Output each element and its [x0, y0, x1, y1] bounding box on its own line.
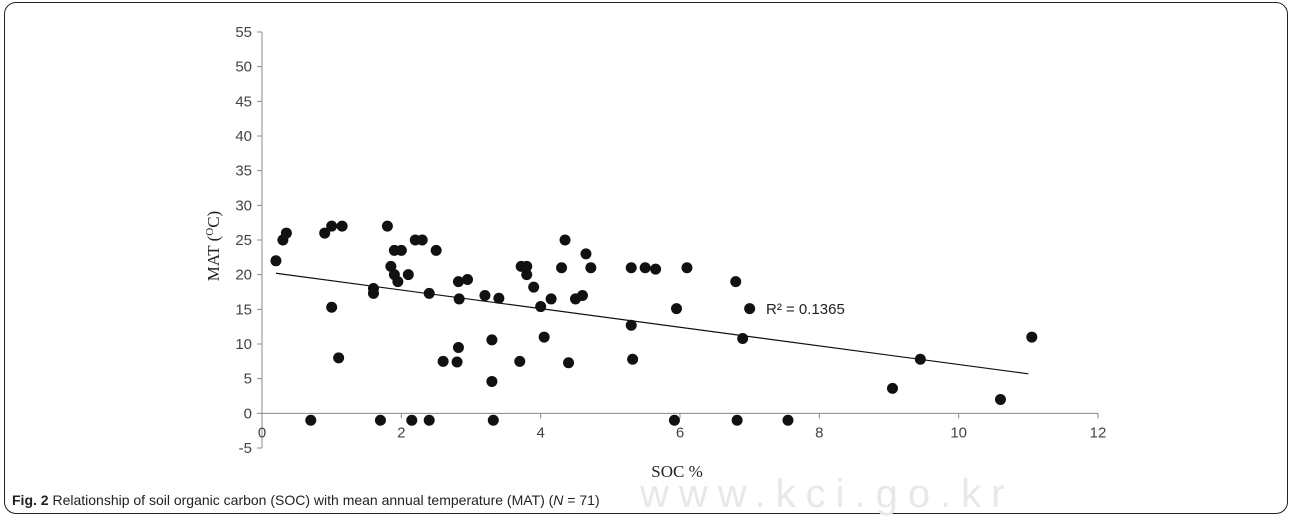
data-point [462, 274, 474, 286]
y-tick-label: 10 [235, 336, 252, 353]
y-axis-title: MAT (OC) [204, 211, 223, 281]
caption-text: Relationship of soil organic carbon (SOC… [48, 492, 554, 508]
y-tick-label: 40 [235, 128, 252, 145]
r-squared-label: R² = 0.1365 [766, 301, 845, 318]
data-point [730, 276, 742, 288]
y-tick-label: 20 [235, 267, 252, 284]
data-point [486, 334, 498, 346]
data-point [392, 276, 404, 288]
y-tick-label: 35 [235, 163, 252, 180]
data-point [627, 353, 639, 365]
data-point [1026, 331, 1038, 343]
data-point [367, 287, 379, 299]
data-point [333, 352, 345, 364]
x-tick-label: 4 [536, 424, 544, 441]
data-point [451, 356, 463, 368]
data-point [319, 227, 331, 239]
data-point [406, 414, 418, 426]
data-point [514, 355, 526, 367]
data-point [430, 244, 442, 256]
x-tick-label: 8 [815, 424, 823, 441]
data-point [737, 332, 749, 344]
data-point [381, 220, 393, 232]
y-tick-label: 0 [244, 405, 252, 422]
y-axis-title-superscript: O [204, 228, 216, 236]
y-tick-label: 55 [235, 24, 252, 41]
data-point [545, 293, 557, 305]
data-point [580, 248, 592, 260]
data-point [326, 220, 338, 232]
data-point [487, 414, 499, 426]
data-point [452, 276, 464, 288]
data-point [538, 331, 550, 343]
x-tick-label: 6 [676, 424, 684, 441]
data-point [994, 393, 1006, 405]
y-tick-label: -5 [239, 440, 252, 457]
chart-axes: -5 0 5 10 15 20 25 30 35 40 45 50 55 0 2 4 6 8 10 12 [235, 24, 1106, 457]
data-point [453, 293, 465, 305]
data-point [437, 355, 449, 367]
data-point [563, 357, 575, 369]
y-tick-label: 45 [235, 93, 252, 110]
data-point [423, 287, 435, 299]
data-point [625, 319, 637, 331]
data-point [731, 414, 743, 426]
data-point [305, 414, 317, 426]
watermark-text: www.kci.go.kr [640, 472, 1015, 516]
data-points [270, 220, 1038, 426]
data-point [452, 341, 464, 353]
x-tick-label: 2 [397, 424, 405, 441]
data-point [423, 414, 435, 426]
y-axis-title-end: C) [204, 211, 223, 228]
data-point [668, 414, 680, 426]
trendline [275, 272, 1029, 375]
data-point [528, 281, 540, 293]
data-point [914, 353, 926, 365]
data-point [374, 414, 386, 426]
data-point [385, 260, 397, 272]
x-axis-title: SOC % [651, 462, 702, 481]
data-point [416, 234, 428, 246]
data-point [270, 255, 282, 267]
data-point [886, 382, 898, 394]
x-tick-label: 0 [258, 424, 266, 441]
caption-text-end: = 71) [563, 492, 600, 508]
data-point [559, 234, 571, 246]
data-point [744, 303, 756, 315]
data-point [402, 269, 414, 281]
data-point [280, 227, 292, 239]
data-point [556, 262, 568, 274]
data-point [326, 301, 338, 313]
data-point [479, 289, 491, 301]
y-tick-label: 5 [244, 371, 252, 388]
data-point [681, 262, 693, 274]
data-point [625, 262, 637, 274]
data-point [535, 301, 547, 313]
y-tick-label: 15 [235, 301, 252, 318]
data-point [521, 260, 533, 272]
figure-label: Fig. 2 [12, 492, 49, 508]
data-point [395, 244, 407, 256]
y-tick-label: 50 [235, 59, 252, 76]
caption-n-symbol: N [553, 492, 564, 508]
data-point [336, 220, 348, 232]
data-point [493, 292, 505, 304]
data-point [650, 263, 662, 275]
figure-caption: Fig. 2 Relationship of soil organic carb… [12, 492, 600, 508]
y-tick-label: 25 [235, 232, 252, 249]
data-point [521, 269, 533, 281]
y-axis-title-main: MAT ( [204, 235, 223, 281]
data-point [639, 262, 651, 274]
trendline-group [275, 272, 1029, 375]
x-tick-label: 12 [1090, 424, 1107, 441]
data-point [585, 262, 597, 274]
y-tick-label: 30 [235, 197, 252, 214]
data-point [782, 414, 794, 426]
data-point [486, 375, 498, 387]
x-tick-label: 10 [950, 424, 967, 441]
figure-frame [4, 2, 1288, 514]
data-point [576, 289, 588, 301]
data-point [671, 303, 683, 315]
